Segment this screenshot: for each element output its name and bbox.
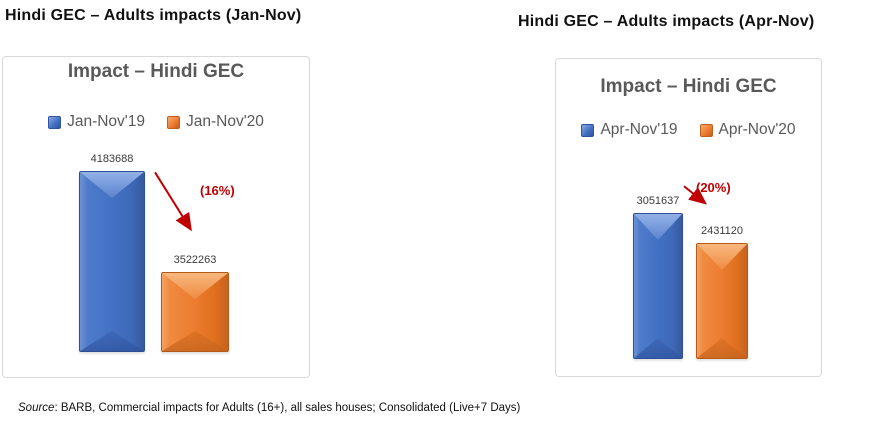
data-label: 3051637 [636,195,680,207]
source-note: Source: BARB, Commercial impacts for Adu… [18,402,520,414]
bar-group-apr-nov-19: 3051637 [633,195,683,359]
percent-change-annotation: (20%) [696,180,731,195]
plot-area: 4183688 3522263 [79,153,229,352]
data-label: 2431120 [700,225,743,237]
chart-jan-nov[interactable]: Impact – Hindi GEC Jan-Nov'19 Jan-Nov'20… [2,56,310,378]
plot-area: 3051637 2431120 [633,195,748,359]
chart-title: Impact – Hindi GEC [600,76,777,97]
chart-title: Impact – Hindi GEC [67,61,245,82]
bar-group-jan-nov-20: 3522263 [161,254,229,352]
legend-marker-orange-icon [167,115,180,129]
bar-apr-nov-20[interactable] [696,243,748,359]
legend-marker-blue-icon [48,115,62,129]
bar-group-apr-nov-20: 2431120 [696,225,748,359]
bar-jan-nov-20[interactable] [161,272,229,352]
source-label: Source [18,402,55,414]
bar-apr-nov-19[interactable] [633,213,683,359]
legend-marker-blue-icon [581,123,595,137]
data-label: 4183688 [90,153,134,165]
chart-apr-nov[interactable]: Impact – Hindi GEC Apr-Nov'19 Apr-Nov'20… [555,58,822,377]
legend-item-jan-nov-20: Jan-Nov'20 [167,113,264,131]
data-label: 3522263 [173,254,217,266]
legend-item-apr-nov-20: Apr-Nov'20 [699,121,796,139]
legend-item-apr-nov-19: Apr-Nov'19 [581,121,678,139]
legend: Jan-Nov'19 Jan-Nov'20 [3,113,309,131]
legend-label: Jan-Nov'19 [67,113,145,130]
source-text: : BARB, Commercial impacts for Adults (1… [54,402,521,414]
percent-change-annotation: (16%) [200,183,235,198]
heading-left: Hindi GEC – Adults impacts (Jan-Nov) [5,7,302,24]
legend-label: Jan-Nov'20 [186,113,264,130]
legend-marker-orange-icon [699,123,713,137]
legend-label: Apr-Nov'20 [718,121,796,138]
legend-item-jan-nov-19: Jan-Nov'19 [48,113,145,131]
legend-label: Apr-Nov'19 [600,121,678,138]
legend: Apr-Nov'19 Apr-Nov'20 [556,121,821,139]
bar-jan-nov-19[interactable] [79,171,145,352]
bar-group-jan-nov-19: 4183688 [79,153,145,352]
heading-right: Hindi GEC – Adults impacts (Apr-Nov) [518,13,815,30]
